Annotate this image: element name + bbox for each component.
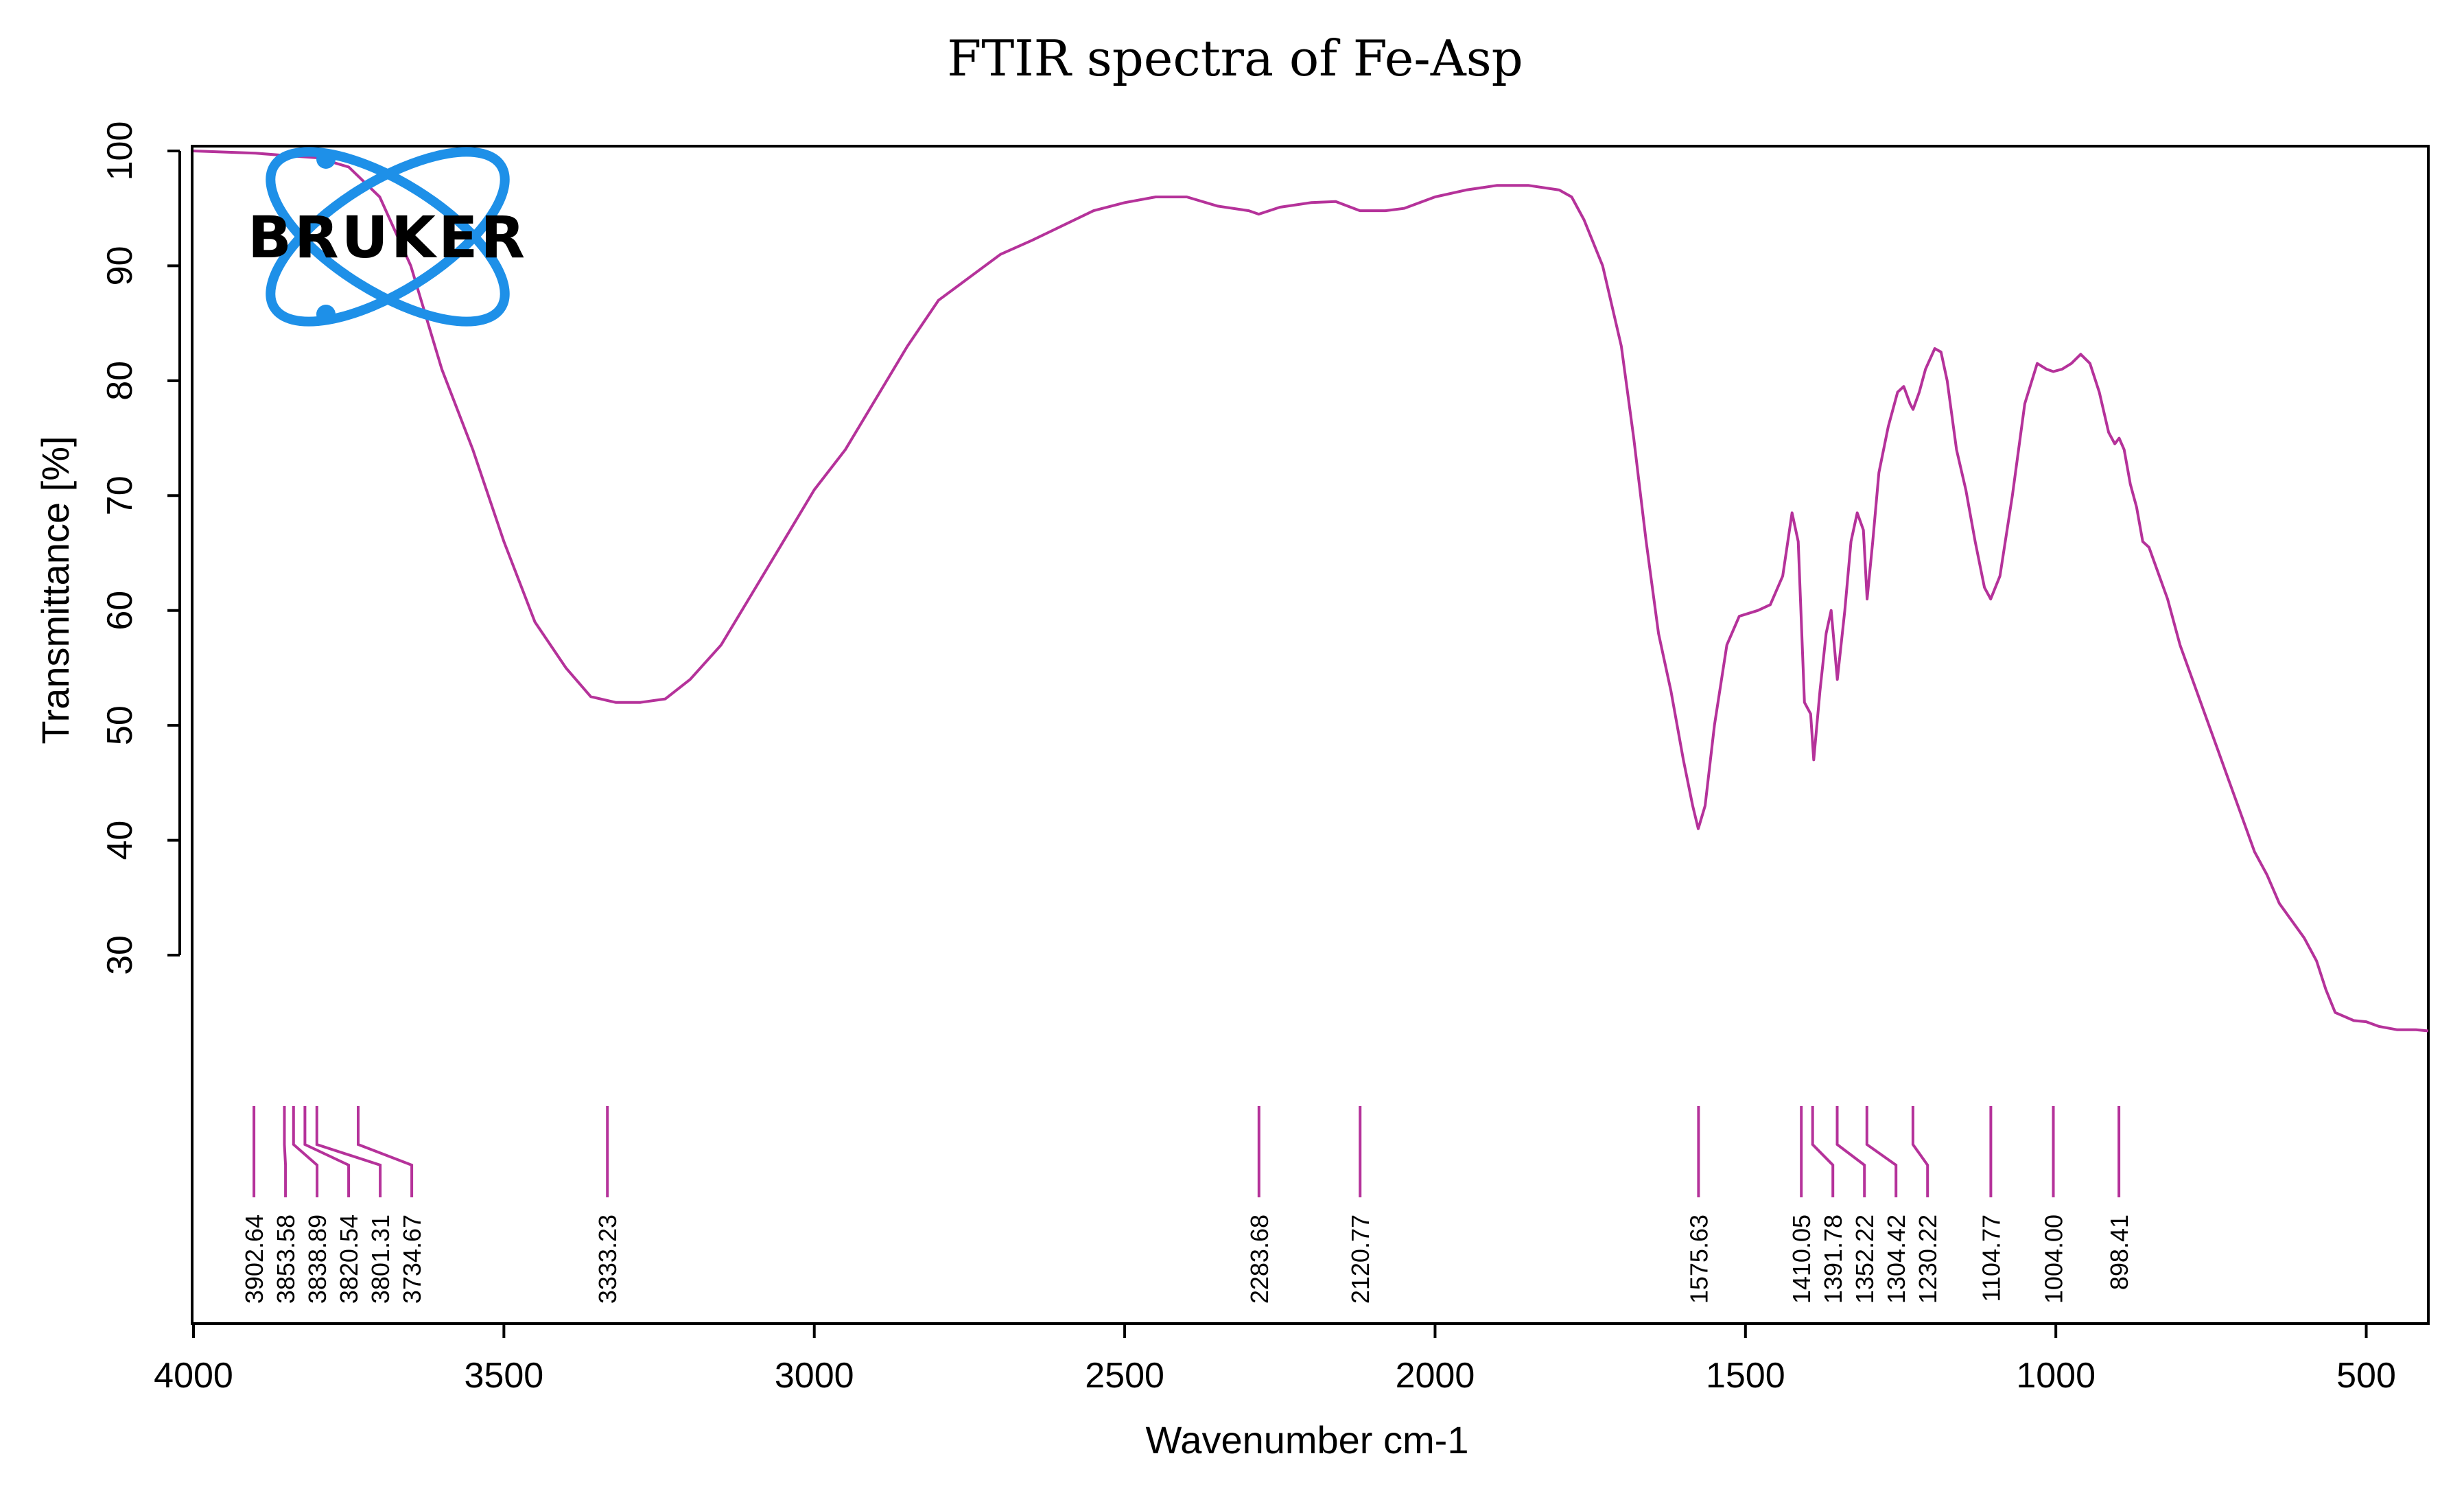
- peak-label: 1575.63: [1685, 1214, 1713, 1304]
- y-tick-label: 100: [100, 121, 140, 181]
- peak-label: 1104.77: [1977, 1214, 2005, 1302]
- x-tick-label: 1000: [2016, 1356, 2096, 1396]
- logo-orbit-1: [266, 147, 510, 327]
- y-axis: 30 40 50 60 70 80 90 100: [100, 121, 181, 975]
- logo-electron-top: [316, 150, 336, 169]
- peak-markers: 3902.64 3853.58 3838.89 3820.54 3801.31 3734.…: [240, 1106, 2133, 1304]
- x-axis: 4000 3500 3000 2500 2000 1500 1000 500: [154, 1324, 2396, 1396]
- peak-marker: [1811, 1106, 1835, 1197]
- x-axis-label: Wavenumber cm-1: [1146, 1418, 1469, 1461]
- y-tick-label: 30: [100, 935, 140, 975]
- x-tick-label: 500: [2336, 1356, 2396, 1396]
- peak-label: 3902.64: [240, 1214, 268, 1304]
- peak-label: 3838.89: [303, 1214, 331, 1304]
- peak-label: 1230.22: [1914, 1214, 1942, 1304]
- peak-label: 3734.67: [398, 1214, 426, 1304]
- peak-marker: [1865, 1106, 1898, 1197]
- logo-orbit-2: [266, 147, 510, 327]
- y-tick-label: 70: [100, 476, 140, 515]
- peak-label: 3820.54: [335, 1214, 363, 1304]
- chart-title: FTIR spectra of Fe-Asp: [947, 30, 1523, 87]
- x-tick-label: 3000: [775, 1356, 854, 1396]
- peak-label: 1004.00: [2040, 1214, 2068, 1304]
- x-tick-label: 3500: [465, 1356, 544, 1396]
- peak-label: 898.41: [2105, 1214, 2133, 1290]
- logo-electron-bottom: [316, 305, 336, 324]
- y-tick-label: 90: [100, 246, 140, 286]
- plot-frame: [191, 145, 2430, 1325]
- peak-marker: [357, 1106, 414, 1197]
- spectrum-line: [193, 150, 2429, 1033]
- y-tick-label: 40: [100, 821, 140, 860]
- peak-label: 1391.78: [1819, 1214, 1847, 1304]
- bruker-logo: BRUKER: [248, 147, 528, 327]
- y-tick-label: 50: [100, 705, 140, 745]
- peak-label: 3853.58: [272, 1214, 300, 1304]
- peak-label: 1304.42: [1882, 1214, 1910, 1304]
- peak-label: 2283.68: [1245, 1214, 1274, 1304]
- x-tick-label: 2000: [1396, 1356, 1475, 1396]
- peak-marker: [1911, 1106, 1929, 1197]
- y-axis-label: Transmittance [%]: [34, 436, 77, 744]
- peak-label: 3801.31: [366, 1214, 395, 1304]
- peak-label: 3333.23: [594, 1214, 622, 1304]
- y-tick-label: 60: [100, 591, 140, 631]
- peak-label: 1410.05: [1787, 1214, 1816, 1304]
- x-tick-label: 4000: [154, 1356, 233, 1396]
- peak-label: 1352.22: [1851, 1214, 1879, 1304]
- series-group: [193, 150, 2429, 1033]
- peak-marker: [292, 1106, 319, 1197]
- peak-marker: [303, 1106, 351, 1197]
- x-tick-label: 2500: [1085, 1356, 1164, 1396]
- peak-marker: [1835, 1106, 1866, 1197]
- peak-marker: [315, 1106, 382, 1197]
- y-tick-label: 80: [100, 361, 140, 401]
- x-tick-label: 1500: [1706, 1356, 1785, 1396]
- peak-marker: [283, 1106, 288, 1197]
- logo-text: BRUKER: [248, 204, 528, 271]
- peak-label: 2120.77: [1346, 1214, 1374, 1304]
